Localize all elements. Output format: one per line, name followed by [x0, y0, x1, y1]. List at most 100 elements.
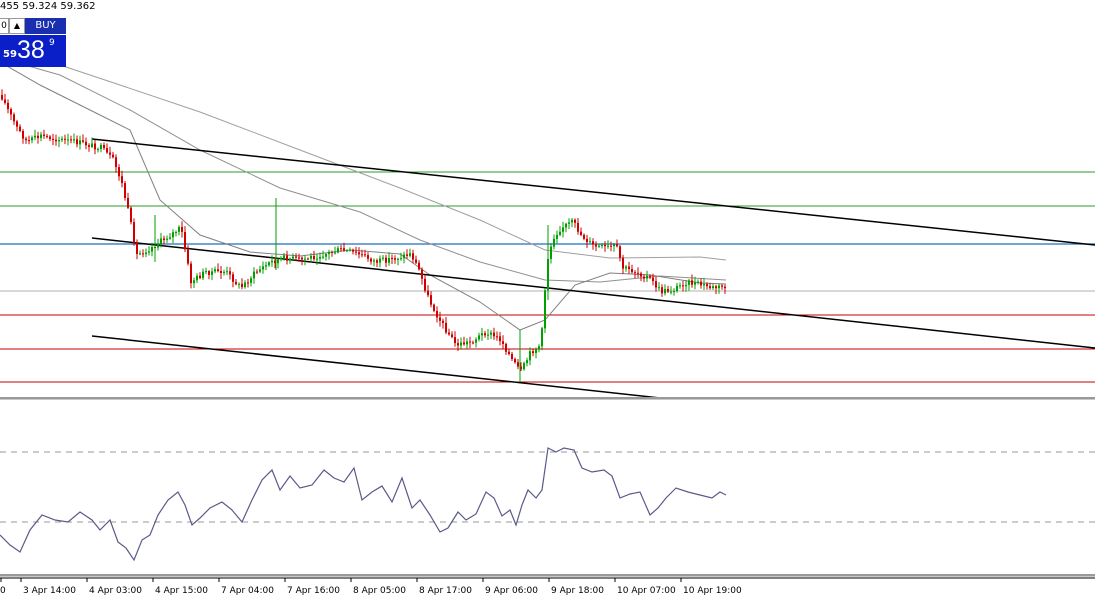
candle-body [13, 114, 15, 122]
candle-body [64, 138, 66, 140]
candle-body [169, 237, 171, 239]
candle-body [286, 255, 288, 261]
candle-body [484, 333, 486, 336]
candle-body [430, 295, 432, 305]
candle-body [451, 334, 453, 338]
buy-price-button[interactable]: 59 38 9 [0, 35, 66, 67]
candle-body [487, 334, 489, 336]
candle-body [259, 269, 261, 272]
trend-channel [91, 138, 1095, 399]
candle-body [49, 136, 51, 139]
candle-body [721, 285, 723, 287]
lot-size-dropdown[interactable]: 0 [0, 18, 9, 34]
candle-body [217, 269, 219, 271]
candle-body [58, 140, 60, 142]
candle-body [601, 244, 603, 246]
candle-body [361, 254, 363, 256]
candle-body [193, 280, 195, 284]
candle-body [565, 223, 567, 228]
candle-body [460, 342, 462, 346]
candle-body [427, 290, 429, 296]
candle-body [628, 266, 630, 269]
moving-average-slow [0, 49, 727, 261]
candle-body [160, 238, 162, 244]
candle-body [661, 287, 663, 294]
candle-body [151, 247, 153, 252]
candle-body [268, 262, 270, 266]
candle-body [544, 290, 546, 329]
candle-body [634, 272, 636, 274]
candle-body [283, 255, 285, 259]
buy-price-prefix: 59 [3, 49, 17, 60]
time-axis-label: 7 Apr 16:00 [287, 586, 340, 596]
candle-body [325, 254, 327, 257]
candle-body [406, 254, 408, 256]
candle-body [37, 135, 39, 139]
candle-body [421, 269, 423, 279]
candle-body [502, 341, 504, 344]
candle-body [580, 231, 582, 235]
candle-body [508, 351, 510, 354]
candle-body [577, 222, 579, 232]
buy-button[interactable]: BUY [25, 18, 66, 34]
candle-body [367, 255, 369, 259]
price-candles [1, 89, 726, 382]
candle-body [148, 251, 150, 253]
candle-body [715, 286, 717, 289]
candle-body [535, 349, 537, 353]
candle-body [493, 332, 495, 337]
candle-body [610, 245, 612, 247]
candle-body [379, 258, 381, 263]
candle-body [559, 231, 561, 235]
candle-body [574, 219, 576, 223]
candle-body [709, 286, 711, 289]
oscillator-pane [0, 447, 1095, 562]
candle-body [130, 207, 132, 223]
candle-body [391, 258, 393, 259]
candle-body [178, 227, 180, 232]
candle-body [658, 287, 660, 289]
candle-body [409, 253, 411, 256]
candle-body [181, 227, 183, 232]
time-axis-label: 10 Apr 07:00 [617, 586, 676, 596]
candle-body [346, 250, 348, 252]
candle-body [40, 134, 42, 138]
candle-body [322, 256, 324, 258]
channel-lower-line[interactable] [91, 335, 661, 399]
candle-body [619, 246, 621, 258]
candle-body [55, 139, 57, 142]
candle-body [307, 258, 309, 260]
lot-increase-arrow-icon[interactable]: ▲ [9, 18, 25, 34]
channel-middle-line[interactable] [91, 237, 1095, 349]
candle-body [394, 258, 396, 260]
candle-body [511, 354, 513, 359]
moving-average-fast [0, 61, 727, 331]
candle-body [250, 278, 252, 283]
time-axis-label: 7 Apr 04:00 [221, 586, 274, 596]
candle-body [550, 246, 552, 259]
candle-body [244, 282, 246, 288]
time-axis-label: 3 Apr 14:00 [23, 586, 76, 596]
candle-body [265, 265, 267, 267]
candle-body [667, 289, 669, 292]
candle-body [640, 273, 642, 277]
candle-body [403, 254, 405, 259]
candle-body [472, 342, 474, 344]
candle-body [364, 254, 366, 256]
candle-body [208, 271, 210, 275]
candle-body [256, 271, 258, 273]
candle-body [85, 141, 87, 146]
candle-body [340, 248, 342, 250]
candle-body [319, 257, 321, 259]
candle-body [556, 234, 558, 239]
time-axis-label: 4 Apr 15:00 [155, 586, 208, 596]
channel-upper-line[interactable] [91, 138, 1095, 246]
candle-body [625, 266, 627, 269]
candle-body [664, 289, 666, 294]
candle-body [568, 222, 570, 224]
candle-body [220, 271, 222, 273]
candle-body [685, 284, 687, 287]
candle-body [505, 343, 507, 352]
